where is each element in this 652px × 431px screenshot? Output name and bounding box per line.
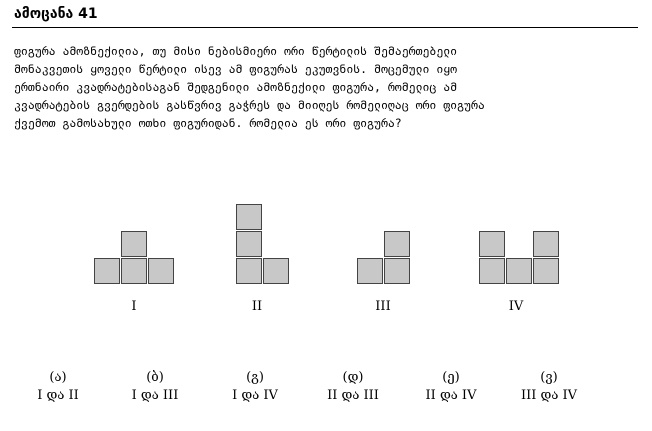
figure-cell xyxy=(384,231,410,257)
answer-option-g[interactable]: (გ) I და IV xyxy=(232,369,278,405)
problem-line: მონაკვეთის ყოველი წერტილი ისევ ამ ფიგურა… xyxy=(14,62,458,76)
figure-label-4: IV xyxy=(508,299,524,314)
figure-cell xyxy=(121,231,147,257)
answer-option-v[interactable]: (ვ) III და IV xyxy=(521,369,577,405)
figure-label-3: III xyxy=(375,299,391,314)
figure-cell xyxy=(236,204,262,230)
figure-cell xyxy=(236,258,262,284)
option-letter: (ბ) xyxy=(146,370,164,385)
option-letter: (ე) xyxy=(442,370,460,385)
figure-cell xyxy=(506,258,532,284)
option-letter: (დ) xyxy=(342,370,364,385)
option-text: I და IV xyxy=(232,388,278,403)
answer-option-b[interactable]: (ბ) I და III xyxy=(132,369,179,405)
option-letter: (გ) xyxy=(246,370,264,385)
figure-1 xyxy=(94,231,174,285)
figure-cell xyxy=(357,258,383,284)
problem-line: კვადრატების გვერდების გასწვრივ გაჭრეს და… xyxy=(14,98,485,112)
figure-label-2: II xyxy=(251,299,263,314)
answer-option-d[interactable]: (დ) II და III xyxy=(327,369,379,405)
figure-2 xyxy=(236,204,290,285)
figure-cell xyxy=(121,258,147,284)
title-divider xyxy=(12,27,638,28)
problem-statement: ფიგურა ამოზნექილია, თუ მისი ნებისმიერი ო… xyxy=(14,42,638,132)
problem-title: ამოცანა 41 xyxy=(14,6,98,22)
option-text: II და III xyxy=(327,388,379,403)
problem-line: ერთნაირი კვადრატებისაგან შედგენილი ამოზნ… xyxy=(14,80,458,94)
figure-4 xyxy=(479,231,559,285)
option-text: III და IV xyxy=(520,388,578,403)
answer-option-a[interactable]: (ა) I და II xyxy=(37,369,79,405)
option-letter: (ა) xyxy=(49,370,67,385)
figure-cell xyxy=(533,258,559,284)
option-text: I და III xyxy=(131,388,179,403)
figure-3 xyxy=(357,231,411,285)
figure-label-1: I xyxy=(131,299,137,314)
option-text: II და IV xyxy=(425,388,477,403)
figure-cell xyxy=(236,231,262,257)
figure-cell xyxy=(479,258,505,284)
figure-cell xyxy=(148,258,174,284)
figure-cell xyxy=(384,258,410,284)
figure-cell xyxy=(533,231,559,257)
problem-line: ფიგურა ამოზნექილია, თუ მისი ნებისმიერი ო… xyxy=(14,44,458,58)
problem-line: ქვემოთ გამოსახული ოთხი ფიგურიდან. რომელი… xyxy=(14,116,402,130)
figure-cell xyxy=(263,258,289,284)
figure-cell xyxy=(479,231,505,257)
option-letter: (ვ) xyxy=(540,370,558,385)
option-text: I და II xyxy=(37,388,79,403)
answer-option-e[interactable]: (ე) II და IV xyxy=(426,369,477,405)
figure-cell xyxy=(94,258,120,284)
